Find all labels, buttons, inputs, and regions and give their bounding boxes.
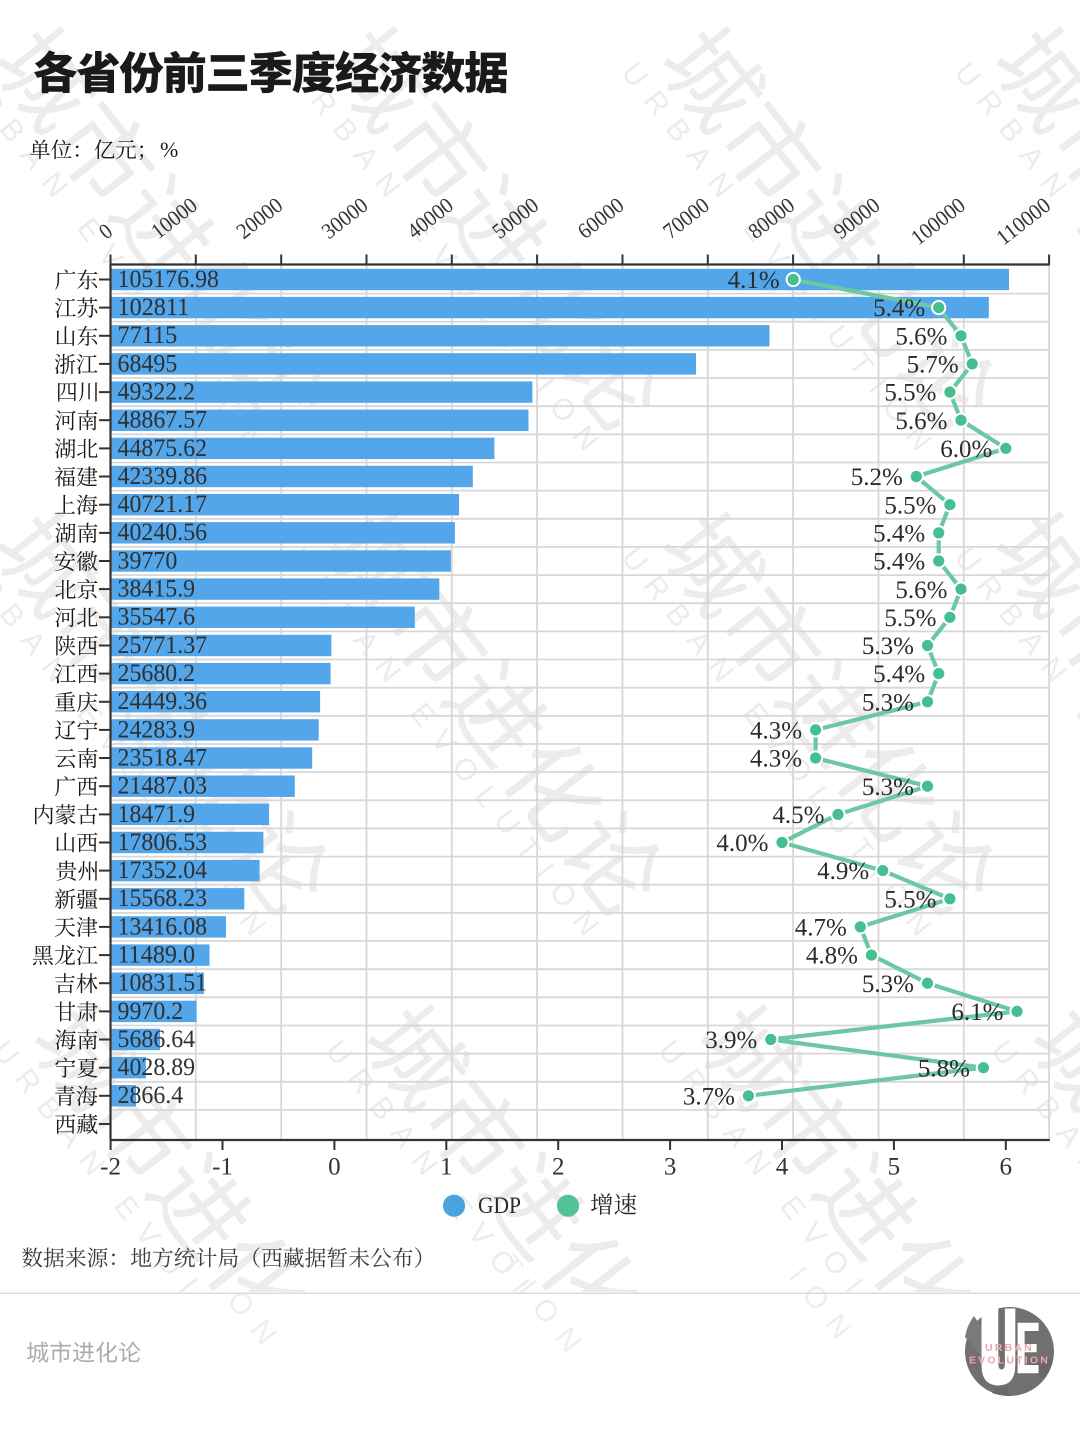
svg-text:4.8%: 4.8% xyxy=(806,943,858,970)
svg-text:4.0%: 4.0% xyxy=(716,830,768,857)
svg-text:6.1%: 6.1% xyxy=(951,999,1003,1026)
svg-text:5686.64: 5686.64 xyxy=(118,1026,196,1053)
svg-text:4.3%: 4.3% xyxy=(750,746,802,773)
svg-text:44875.62: 44875.62 xyxy=(118,435,208,462)
svg-text:4: 4 xyxy=(776,1154,789,1181)
svg-text:5.4%: 5.4% xyxy=(873,521,925,548)
svg-text:5.3%: 5.3% xyxy=(862,774,914,801)
svg-text:5.4%: 5.4% xyxy=(873,661,925,688)
svg-text:5.5%: 5.5% xyxy=(884,492,936,519)
svg-text:5.2%: 5.2% xyxy=(851,464,903,491)
svg-text:39770: 39770 xyxy=(118,547,178,574)
svg-text:5.6%: 5.6% xyxy=(895,408,947,435)
svg-text:4.1%: 4.1% xyxy=(728,267,780,294)
svg-text:17352.04: 17352.04 xyxy=(118,857,208,884)
svg-text:5.5%: 5.5% xyxy=(884,886,936,913)
svg-text:4.5%: 4.5% xyxy=(772,802,824,829)
svg-text:40240.56: 40240.56 xyxy=(118,519,208,546)
svg-text:48867.57: 48867.57 xyxy=(118,407,208,434)
svg-text:38415.9: 38415.9 xyxy=(118,576,196,603)
svg-text:-1: -1 xyxy=(212,1154,233,1181)
svg-text:5.7%: 5.7% xyxy=(907,352,959,379)
svg-text:24283.9: 24283.9 xyxy=(118,716,196,743)
svg-text:5.6%: 5.6% xyxy=(895,323,947,350)
svg-text:-2: -2 xyxy=(100,1154,121,1181)
svg-text:15568.23: 15568.23 xyxy=(118,885,208,912)
svg-text:100000: 100000 xyxy=(906,192,970,250)
svg-text:5.4%: 5.4% xyxy=(873,549,925,576)
svg-text:110000: 110000 xyxy=(991,192,1055,250)
svg-text:0: 0 xyxy=(328,1154,341,1181)
svg-text:3.7%: 3.7% xyxy=(683,1083,735,1110)
svg-text:2: 2 xyxy=(552,1154,565,1181)
svg-text:5.8%: 5.8% xyxy=(918,1055,970,1082)
svg-text:13416.08: 13416.08 xyxy=(118,913,208,940)
svg-text:6.0%: 6.0% xyxy=(940,436,992,463)
svg-text:3: 3 xyxy=(664,1154,677,1181)
svg-text:35547.6: 35547.6 xyxy=(118,604,196,631)
svg-text:105176.98: 105176.98 xyxy=(118,266,220,293)
svg-text:5.5%: 5.5% xyxy=(884,380,936,407)
svg-text:10831.51: 10831.51 xyxy=(118,970,208,997)
svg-text:2866.4: 2866.4 xyxy=(118,1082,184,1109)
svg-text:25771.37: 25771.37 xyxy=(118,632,208,659)
svg-text:68495: 68495 xyxy=(118,350,178,377)
svg-text:URBAN: URBAN xyxy=(985,1342,1034,1354)
svg-text:3.9%: 3.9% xyxy=(705,1027,757,1054)
svg-text:GDP: GDP xyxy=(478,1193,521,1218)
svg-text:4028.89: 4028.89 xyxy=(118,1054,196,1081)
svg-text:5.3%: 5.3% xyxy=(862,633,914,660)
svg-text:4.7%: 4.7% xyxy=(795,915,847,942)
svg-text:5.4%: 5.4% xyxy=(873,295,925,322)
svg-text:102811: 102811 xyxy=(118,294,190,321)
svg-text:30000: 30000 xyxy=(317,192,373,243)
svg-text:20000: 20000 xyxy=(231,192,287,243)
svg-text:4.3%: 4.3% xyxy=(750,718,802,745)
svg-text:49322.2: 49322.2 xyxy=(118,379,196,406)
svg-text:6: 6 xyxy=(1000,1154,1013,1181)
svg-text:60000: 60000 xyxy=(573,192,629,243)
svg-text:EVOLUTION: EVOLUTION xyxy=(969,1355,1050,1367)
svg-text:5: 5 xyxy=(888,1154,901,1181)
svg-text:%: % xyxy=(160,137,178,162)
svg-text:9970.2: 9970.2 xyxy=(118,998,184,1025)
svg-text:24449.36: 24449.36 xyxy=(118,688,208,715)
svg-text:25680.2: 25680.2 xyxy=(118,660,196,687)
svg-text:23518.47: 23518.47 xyxy=(118,744,208,771)
svg-text:21487.03: 21487.03 xyxy=(118,773,208,800)
svg-text:TION: TION xyxy=(492,1249,597,1370)
svg-text:40721.17: 40721.17 xyxy=(118,491,208,518)
svg-text:11489.0: 11489.0 xyxy=(118,942,196,969)
svg-text:4.9%: 4.9% xyxy=(817,858,869,885)
svg-text:5.3%: 5.3% xyxy=(862,971,914,998)
svg-text:5.3%: 5.3% xyxy=(862,689,914,716)
svg-text:18471.9: 18471.9 xyxy=(118,801,196,828)
svg-text:17806.53: 17806.53 xyxy=(118,829,208,856)
svg-text:1: 1 xyxy=(440,1154,453,1181)
svg-text:5.5%: 5.5% xyxy=(884,605,936,632)
svg-text:70000: 70000 xyxy=(658,192,714,243)
svg-text:77115: 77115 xyxy=(118,322,178,349)
svg-text:5.6%: 5.6% xyxy=(895,577,947,604)
svg-text:42339.86: 42339.86 xyxy=(118,463,208,490)
